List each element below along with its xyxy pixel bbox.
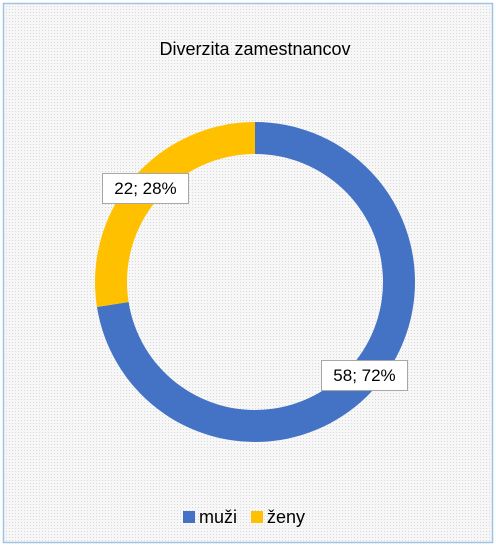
donut-slice <box>94 121 255 308</box>
legend-label: ženy <box>267 507 305 527</box>
legend-swatch <box>251 511 264 523</box>
chart-title: Diverzita zamestnancov <box>159 39 350 59</box>
data-label-box <box>102 172 190 204</box>
legend-label: muži <box>199 507 237 527</box>
data-label: 22; 28% <box>114 179 176 198</box>
data-label-box <box>320 360 408 392</box>
data-label: 58; 72% <box>333 366 395 385</box>
legend-swatch <box>183 511 195 523</box>
